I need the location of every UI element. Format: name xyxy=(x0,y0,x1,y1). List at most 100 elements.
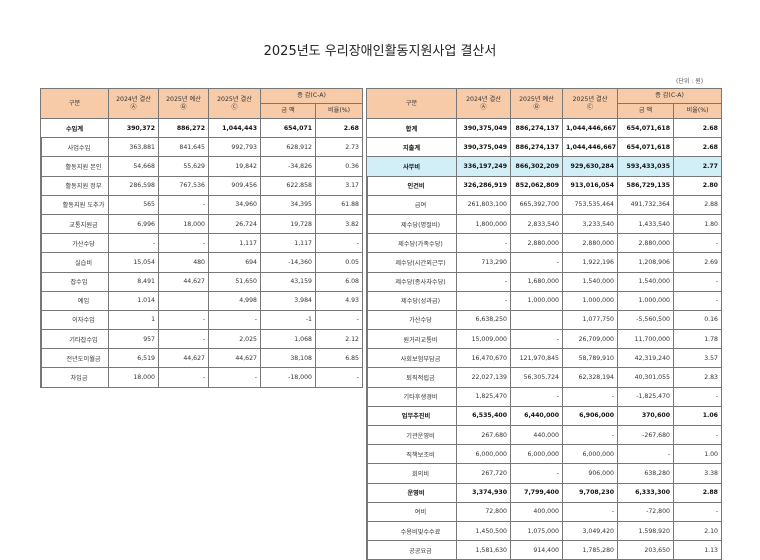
row-label: 기타잡수입 xyxy=(40,329,109,350)
header-budget-label: 2025년 예산 xyxy=(519,95,554,103)
value-2024: 390,375,049 xyxy=(456,137,511,158)
budget-2025: - xyxy=(510,252,563,273)
budget-2025: 886,272 xyxy=(158,117,209,139)
table-row: 차입금 18,000- - -18,000- xyxy=(40,367,363,388)
expense-table: 구분 2024년 결산 Ⓐ 2025년 예산 Ⓑ 2025년 결산 Ⓒ 증 감(C-A… xyxy=(366,88,722,560)
change-ratio: 2.88 xyxy=(673,482,722,503)
table-row: 기타잡수입 957-2,025 1,068 2.12 xyxy=(40,329,363,350)
value-2024: 286,598 xyxy=(108,175,159,196)
table-row: 원거리교통비 15,009,000-26,709,000 11,700,000 1.7… xyxy=(366,329,722,350)
change-ratio: - xyxy=(315,367,363,388)
budget-2025: 18,000 xyxy=(158,213,209,235)
change-amount: 638,280 xyxy=(617,463,674,484)
table-row: 인건비 326,286,919 852,062,809 913,016,054 586,… xyxy=(366,175,722,196)
change-ratio: 1.78 xyxy=(673,329,722,350)
value-2025: 3,233,540 xyxy=(562,213,618,235)
value-2024: 16,470,670 xyxy=(456,348,511,369)
table-row: 수입계 390,372 886,272 1,044,443 654,071 2.68 xyxy=(40,117,363,139)
row-label: 가산수당 xyxy=(366,309,457,331)
value-2024: 54,668 xyxy=(108,156,159,177)
change-ratio: - xyxy=(673,271,722,292)
budget-2025: - xyxy=(158,309,209,331)
budget-2025: 1,075,000 xyxy=(510,520,563,542)
change-amount: 40,301,055 xyxy=(617,367,674,388)
change-amount: 6,333,300 xyxy=(617,482,674,503)
table-row: 활동지원 정부 286,598 767,536 909,456 622,858 3.17 xyxy=(40,175,363,196)
value-2024: 1,014 xyxy=(108,290,159,311)
change-amount: 1,068 xyxy=(260,329,316,350)
header-category: 구분 xyxy=(366,88,457,119)
table-row: 제수당(시간외근무) 713,290-1,922,196 1,208,906 2.69 xyxy=(366,252,722,273)
row-label: 실습비 xyxy=(40,252,109,273)
row-label: 사무비 xyxy=(366,156,457,177)
change-ratio: 2.73 xyxy=(315,137,363,158)
budget-2025 xyxy=(158,290,209,311)
row-label: 여비 xyxy=(366,501,457,522)
table-row: 운영비 3,374,930 7,799,400 9,708,230 6,333,300 2… xyxy=(366,482,722,503)
header-change: 증 감(C-A) xyxy=(260,88,363,104)
change-amount: 622,858 xyxy=(260,175,316,196)
change-ratio: 3.82 xyxy=(315,213,363,235)
header-mark: Ⓐ xyxy=(130,103,137,111)
change-amount: -267,680 xyxy=(617,424,674,446)
table-row: 제수당(가족수당) -2,880,000 2,880,000 2,880,000- xyxy=(366,233,722,254)
budget-2025: - xyxy=(510,329,563,350)
table-row: 퇴직적립금 22,027,139 56,305,724 62,328,194 40,30… xyxy=(366,367,722,388)
value-2025: 906,000 xyxy=(562,463,618,484)
value-2024: 267,680 xyxy=(456,424,511,446)
header-ratio: 비율(%) xyxy=(673,103,722,119)
row-label: 인건비 xyxy=(366,175,457,196)
change-ratio: - xyxy=(315,233,363,254)
value-2024: 1,825,470 xyxy=(456,386,511,407)
value-2024: 22,027,139 xyxy=(456,367,511,388)
value-2025: 26,709,000 xyxy=(562,329,618,350)
value-2025: 753,535,464 xyxy=(562,194,618,215)
change-ratio: - xyxy=(315,309,363,331)
row-label: 가산수당 xyxy=(40,233,109,254)
table-row: 회의비 267,720-906,000 638,280 3.38 xyxy=(366,463,722,484)
row-label: 회의비 xyxy=(366,463,457,484)
change-amount: 586,729,135 xyxy=(617,175,674,196)
change-ratio: 2.80 xyxy=(673,175,722,196)
table-row: 기관운영비 267,680 440,000- -267,680- xyxy=(366,424,722,446)
table-row: 예입 1,014 4,998 3,984 4.93 xyxy=(40,290,363,311)
value-2025: 1,540,000 xyxy=(562,271,618,292)
row-label: 제수당(종사자수당) xyxy=(366,271,457,292)
value-2024: 3,374,930 xyxy=(456,482,511,503)
row-label: 활동지원 정부 xyxy=(40,175,109,196)
value-2024: 6,000,000 xyxy=(456,444,511,465)
change-ratio: 1.80 xyxy=(673,213,722,235)
value-2024: 6,996 xyxy=(108,213,159,235)
change-ratio: 2.68 xyxy=(673,137,722,158)
value-2024: 1,800,000 xyxy=(456,213,511,235)
change-ratio: 2.69 xyxy=(673,252,722,273)
budget-2025: 886,274,137 xyxy=(510,117,563,139)
change-amount: 654,071,618 xyxy=(617,117,674,139)
budget-2025: 914,400 xyxy=(510,540,563,560)
header-mark: Ⓐ xyxy=(480,103,487,111)
value-2025: 19,842 xyxy=(208,156,261,177)
row-label: 제수당(시간외근무) xyxy=(366,252,457,273)
budget-2025: 44,627 xyxy=(158,271,209,292)
value-2024: 8,491 xyxy=(108,271,159,292)
table-row: 가산수당 - -1,117 1,117- xyxy=(40,233,363,254)
change-amount: 1,540,000 xyxy=(617,271,674,292)
change-ratio: 2.12 xyxy=(315,329,363,350)
budget-2025: - xyxy=(158,367,209,388)
value-2024: - xyxy=(456,290,511,311)
value-2025: 34,960 xyxy=(208,194,261,215)
value-2025: - xyxy=(562,501,618,522)
table-row: 기타후생경비 1,825,470- - -1,825,470- xyxy=(366,386,722,407)
change-amount: 1,000,000 xyxy=(617,290,674,311)
budget-2025: 480 xyxy=(158,252,209,273)
value-2024: 390,372 xyxy=(108,117,159,139)
header-mark: Ⓒ xyxy=(231,103,238,111)
value-2025: - xyxy=(562,424,618,446)
change-amount: 19,728 xyxy=(260,213,316,235)
value-2024: 267,720 xyxy=(456,463,511,484)
change-ratio: 3.57 xyxy=(673,348,722,369)
change-amount: 1,208,906 xyxy=(617,252,674,273)
change-ratio: 2.68 xyxy=(315,117,363,139)
value-2025: 26,724 xyxy=(208,213,261,235)
header-2024-label: 2024년 결산 xyxy=(466,95,501,103)
